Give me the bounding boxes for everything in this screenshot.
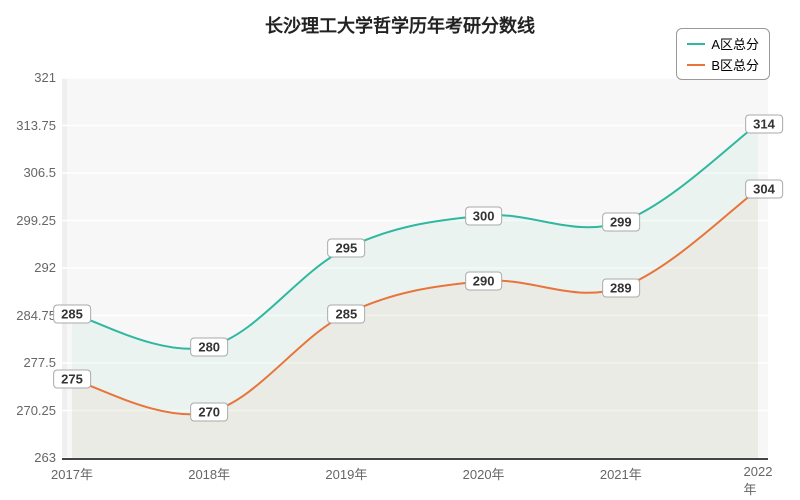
y-tick-label: 284.75 [12,308,56,323]
legend-swatch-b [687,64,705,66]
legend: A区总分 B区总分 [676,28,770,80]
data-label: 304 [745,180,783,199]
y-tick-label: 313.75 [12,118,56,133]
data-label: 285 [53,304,91,323]
data-label: 289 [602,278,640,297]
legend-item-b[interactable]: B区总分 [687,54,759,75]
data-label: 314 [745,114,783,133]
legend-label-b: B区总分 [711,55,759,74]
data-label: 290 [465,272,503,291]
data-label: 275 [53,370,91,389]
x-tick-label: 2021年 [600,464,642,483]
x-tick-label: 2018年 [188,464,230,483]
plot-svg [62,78,768,458]
x-tick-label: 2022年 [744,464,773,498]
data-label: 285 [328,304,366,323]
x-tick-label: 2017年 [51,464,93,483]
x-tick-label: 2020年 [463,464,505,483]
y-tick-label: 321 [12,70,56,85]
legend-swatch-a [687,43,705,45]
y-tick-label: 299.25 [12,213,56,228]
plot-area: 263270.25277.5284.75292299.25306.5313.75… [62,78,768,460]
y-tick-label: 270.25 [12,403,56,418]
data-label: 300 [465,206,503,225]
chart-container: 长沙理工大学哲学历年考研分数线 A区总分 B区总分 263270.25277.5… [0,0,800,500]
data-label: 270 [190,403,228,422]
y-tick-label: 263 [12,450,56,465]
y-tick-label: 292 [12,260,56,275]
y-tick-label: 306.5 [12,165,56,180]
data-label: 299 [602,213,640,232]
legend-item-a[interactable]: A区总分 [687,33,759,54]
legend-label-a: A区总分 [711,34,759,53]
data-label: 295 [328,239,366,258]
x-tick-label: 2019年 [325,464,367,483]
data-label: 280 [190,337,228,356]
y-tick-label: 277.5 [12,355,56,370]
